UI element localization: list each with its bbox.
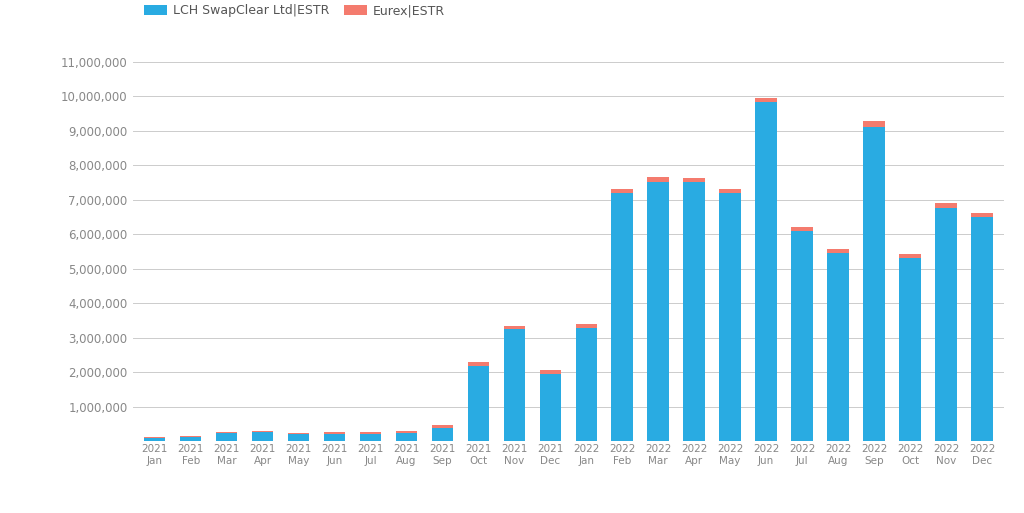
Bar (252, 432, 273, 441)
Bar (827, 249, 849, 253)
Bar (647, 182, 669, 441)
Bar (720, 189, 741, 193)
Bar (863, 127, 885, 441)
Bar (827, 253, 849, 441)
Bar (432, 425, 454, 428)
Bar (504, 329, 525, 441)
Bar (540, 374, 561, 441)
Bar (468, 366, 489, 441)
Bar (935, 203, 956, 208)
Bar (611, 193, 633, 441)
Bar (899, 258, 921, 441)
Bar (504, 326, 525, 329)
Bar (575, 324, 597, 328)
Bar (935, 208, 956, 441)
Bar (144, 438, 166, 441)
Bar (756, 98, 777, 102)
Bar (575, 328, 597, 441)
Bar (611, 189, 633, 193)
Bar (432, 428, 454, 441)
Bar (720, 193, 741, 441)
Bar (180, 437, 202, 441)
Bar (683, 178, 705, 182)
Bar (144, 437, 166, 438)
Bar (216, 433, 238, 441)
Bar (971, 217, 992, 441)
Bar (792, 231, 813, 441)
Bar (288, 434, 309, 441)
Bar (288, 433, 309, 434)
Bar (324, 433, 345, 441)
Bar (683, 182, 705, 441)
Bar (792, 227, 813, 231)
Bar (180, 436, 202, 437)
Bar (252, 430, 273, 432)
Bar (216, 431, 238, 433)
Bar (863, 121, 885, 127)
Bar (395, 433, 417, 441)
Bar (395, 431, 417, 433)
Bar (971, 213, 992, 217)
Bar (647, 177, 669, 182)
Bar (756, 102, 777, 441)
Bar (324, 432, 345, 433)
Bar (359, 433, 381, 441)
Legend: LCH SwapClear Ltd|ESTR, Eurex|ESTR: LCH SwapClear Ltd|ESTR, Eurex|ESTR (139, 0, 451, 23)
Bar (468, 362, 489, 366)
Bar (540, 370, 561, 374)
Bar (359, 432, 381, 433)
Bar (899, 254, 921, 258)
